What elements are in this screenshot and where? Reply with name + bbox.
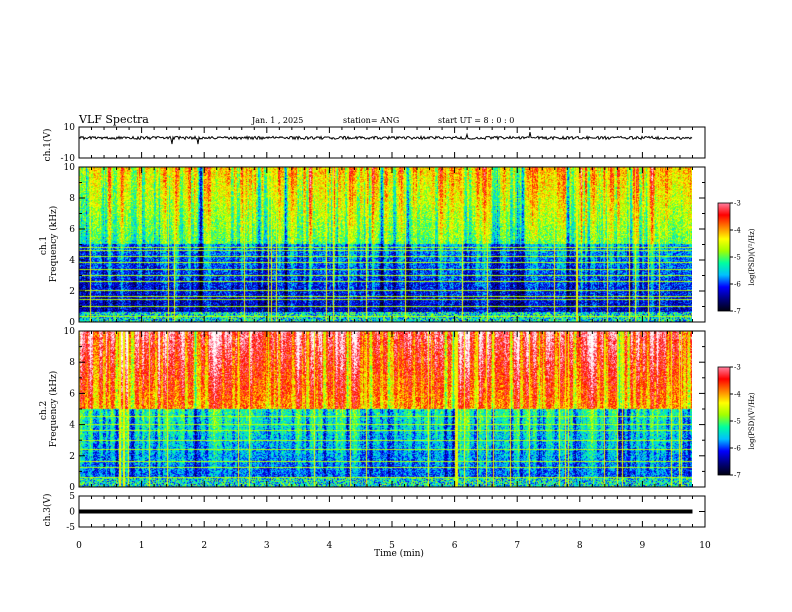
ch2-spectrogram-ylabel-line1: ch.2 [39, 401, 49, 420]
colorbar-scale [718, 203, 730, 311]
y-tick-label: 4 [69, 421, 75, 431]
x-tick-label: 4 [327, 541, 333, 551]
ch2-spectrogram-ylabel-line2: Frequency (kHz) [48, 371, 59, 448]
x-tick-label: 7 [514, 541, 520, 551]
ch2-spectrogram-ylabel: ch.2 Frequency (kHz) [39, 371, 59, 448]
y-tick-label: 0 [69, 508, 75, 518]
colorbar-tick-label: -6 [734, 281, 741, 289]
ch2-spectrogram-image [79, 331, 692, 487]
colorbar-tick-label: -7 [734, 308, 741, 316]
y-tick-label: 10 [64, 327, 76, 337]
ch3-waveform-ylabel: ch.3(V) [42, 494, 53, 527]
colorbar-scale [718, 367, 730, 475]
y-tick-label: 8 [69, 358, 75, 368]
ch1-waveform-panel: 10-10 [61, 123, 706, 164]
ch1-spectrogram-ylabel: ch.1 Frequency (kHz) [39, 206, 59, 283]
ch1-spectrogram-ylabel-line2: Frequency (kHz) [48, 206, 59, 283]
ch1-waveform-ylabel: ch.1(V) [42, 129, 53, 162]
x-axis-label: Time (min) [374, 548, 424, 559]
y-tick-label: 10 [64, 123, 76, 133]
ch2-colorbar: -3 -4 -5 -6 -7 log(PSD)(V²/Hz) [718, 364, 756, 480]
y-tick-label: 8 [69, 194, 75, 204]
ch3-waveform-panel: 5 0 -5 [66, 492, 705, 533]
x-tick-label: 9 [640, 541, 646, 551]
ch1-waveform-trace [79, 132, 692, 144]
y-tick-label: 6 [69, 389, 75, 399]
y-tick-label: 5 [69, 492, 75, 502]
figure-title: VLF Spectra [78, 113, 149, 126]
y-tick-label: 10 [64, 163, 76, 173]
y-tick-label: 2 [69, 287, 75, 297]
x-tick-label: 6 [452, 541, 458, 551]
colorbar-tick-label: -4 [734, 391, 741, 399]
colorbar-tick-label: -5 [734, 418, 741, 426]
x-tick-label: 5 [389, 541, 395, 551]
x-tick-label: 10 [699, 541, 711, 551]
colorbar-tick-label: -6 [734, 445, 741, 453]
ch1-colorbar: -3 -4 -5 -6 -7 log(PSD)(V²/Hz) [718, 200, 756, 316]
colorbar-tick-label: -4 [734, 227, 741, 235]
x-tick-label: 2 [201, 541, 207, 551]
colorbar-label: log(PSD)(V²/Hz) [748, 392, 756, 449]
y-tick-label: 4 [69, 256, 75, 266]
colorbar-tick-label: -5 [734, 254, 741, 262]
x-tick-label: 1 [139, 541, 145, 551]
ch1-spectrogram-ylabel-line1: ch.1 [39, 236, 49, 255]
x-tick-label: 0 [76, 541, 82, 551]
colorbar-tick-label: -3 [734, 200, 741, 208]
x-tick-label: 3 [264, 541, 270, 551]
colorbar-tick-label: -7 [734, 472, 741, 480]
date-label: Jan. 1 , 2025 [251, 116, 303, 125]
start-time-label: start UT = 8 : 0 : 0 [438, 116, 514, 125]
ch1-spectrogram-image [79, 167, 692, 322]
y-tick-label: 2 [69, 452, 75, 462]
y-tick-label: -5 [66, 523, 75, 533]
colorbar-label: log(PSD)(V²/Hz) [748, 228, 756, 285]
colorbar-tick-label: -3 [734, 364, 741, 372]
station-label: station= ANG [343, 116, 399, 125]
x-tick-label: 8 [577, 541, 583, 551]
y-tick-label: 6 [69, 225, 75, 235]
